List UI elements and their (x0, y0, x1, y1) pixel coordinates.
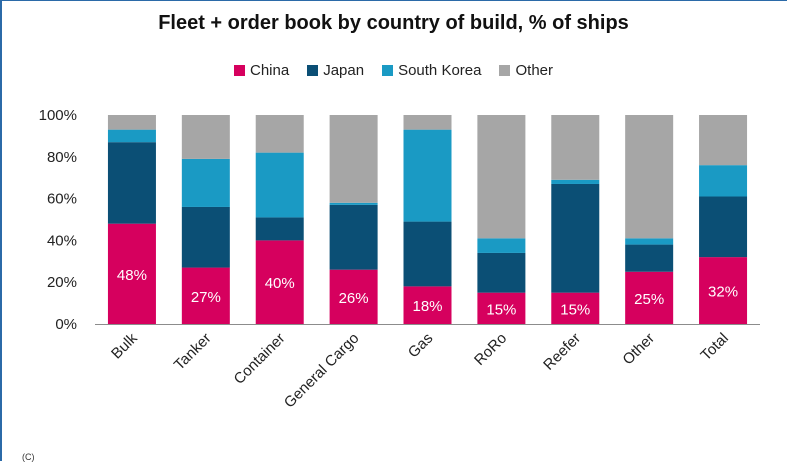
bar-segment-other (625, 115, 674, 239)
bar-segment-china (477, 292, 526, 324)
x-tick-label: Other (619, 330, 658, 369)
bar-segment-japan (699, 196, 748, 258)
x-tick-label: Tanker (171, 330, 215, 374)
bar-segment-japan (181, 206, 230, 268)
bar-segment-other (477, 115, 526, 239)
bar-segment-other (329, 115, 378, 203)
bar-segment-japan (625, 244, 674, 272)
bar-segment-south-korea (403, 129, 452, 222)
y-tick-label: 100% (39, 107, 77, 124)
bar-segment-china (255, 240, 304, 324)
data-label: 40% (265, 275, 295, 292)
x-tick-label: General Cargo (281, 330, 363, 412)
legend-item-south-korea: South Korea (382, 62, 481, 79)
bar-segment-south-korea (477, 238, 526, 253)
legend-item-china: China (234, 62, 289, 79)
x-tick-label: RoRo (471, 330, 510, 369)
bar-segment-japan (107, 142, 156, 224)
bar-segment-japan (329, 204, 378, 270)
legend-item-japan: Japan (307, 62, 364, 79)
bar-segment-south-korea (255, 152, 304, 218)
bar-segment-south-korea (329, 202, 378, 205)
y-tick-label: 0% (55, 316, 77, 333)
footer-text: (C) (22, 452, 35, 462)
chart-title: Fleet + order book by country of build, … (158, 12, 629, 34)
data-label: 15% (560, 301, 590, 318)
bar-segment-south-korea (107, 129, 156, 143)
bar-segment-other (403, 115, 452, 130)
y-tick-label: 20% (47, 274, 77, 291)
bar-segment-other (107, 115, 156, 130)
bar-segment-south-korea (699, 165, 748, 197)
legend-label: South Korea (398, 62, 482, 79)
y-tick-label: 80% (47, 149, 77, 166)
legend-label: China (250, 62, 290, 79)
legend-label: Other (515, 62, 553, 79)
bar-segment-south-korea (551, 179, 600, 184)
bar-segment-other (551, 115, 600, 180)
bar-segment-south-korea (625, 238, 674, 245)
bar-segment-japan (477, 252, 526, 293)
y-tick-label: 60% (47, 191, 77, 208)
legend-swatch (234, 65, 245, 76)
bar-segment-china (699, 257, 748, 324)
bar-segment-china (551, 292, 600, 324)
x-tick-label: Bulk (108, 329, 141, 362)
data-label: 32% (708, 284, 738, 301)
bar-segment-china (107, 223, 156, 324)
y-tick-label: 40% (47, 232, 77, 249)
legend-label: Japan (323, 62, 365, 79)
x-tick-label: Reefer (540, 330, 584, 374)
chart-legend: China Japan South Korea Other (0, 62, 787, 79)
data-label: 25% (634, 291, 664, 308)
legend-item-other: Other (499, 62, 553, 79)
x-tick-label: Container (231, 330, 289, 388)
data-label: 18% (412, 298, 442, 315)
bar-segment-other (181, 115, 230, 159)
data-label: 27% (191, 289, 221, 306)
legend-swatch (382, 65, 394, 76)
bar-segment-japan (255, 217, 304, 241)
data-label: 48% (117, 267, 147, 284)
x-tick-label: Gas (405, 330, 436, 361)
bar-segment-japan (403, 221, 452, 287)
bar-segment-japan (551, 183, 600, 293)
bar-segment-china (403, 286, 452, 324)
bar-segment-south-korea (181, 158, 230, 207)
data-label: 26% (339, 290, 369, 307)
data-label: 15% (486, 301, 516, 318)
bar-segment-china (625, 271, 674, 324)
bar-segment-other (255, 115, 304, 153)
legend-swatch (499, 65, 511, 76)
bar-segment-china (181, 267, 230, 324)
bar-segment-other (699, 115, 748, 166)
x-tick-label: Total (697, 330, 731, 364)
bar-segment-china (329, 269, 378, 324)
legend-swatch (307, 65, 319, 76)
